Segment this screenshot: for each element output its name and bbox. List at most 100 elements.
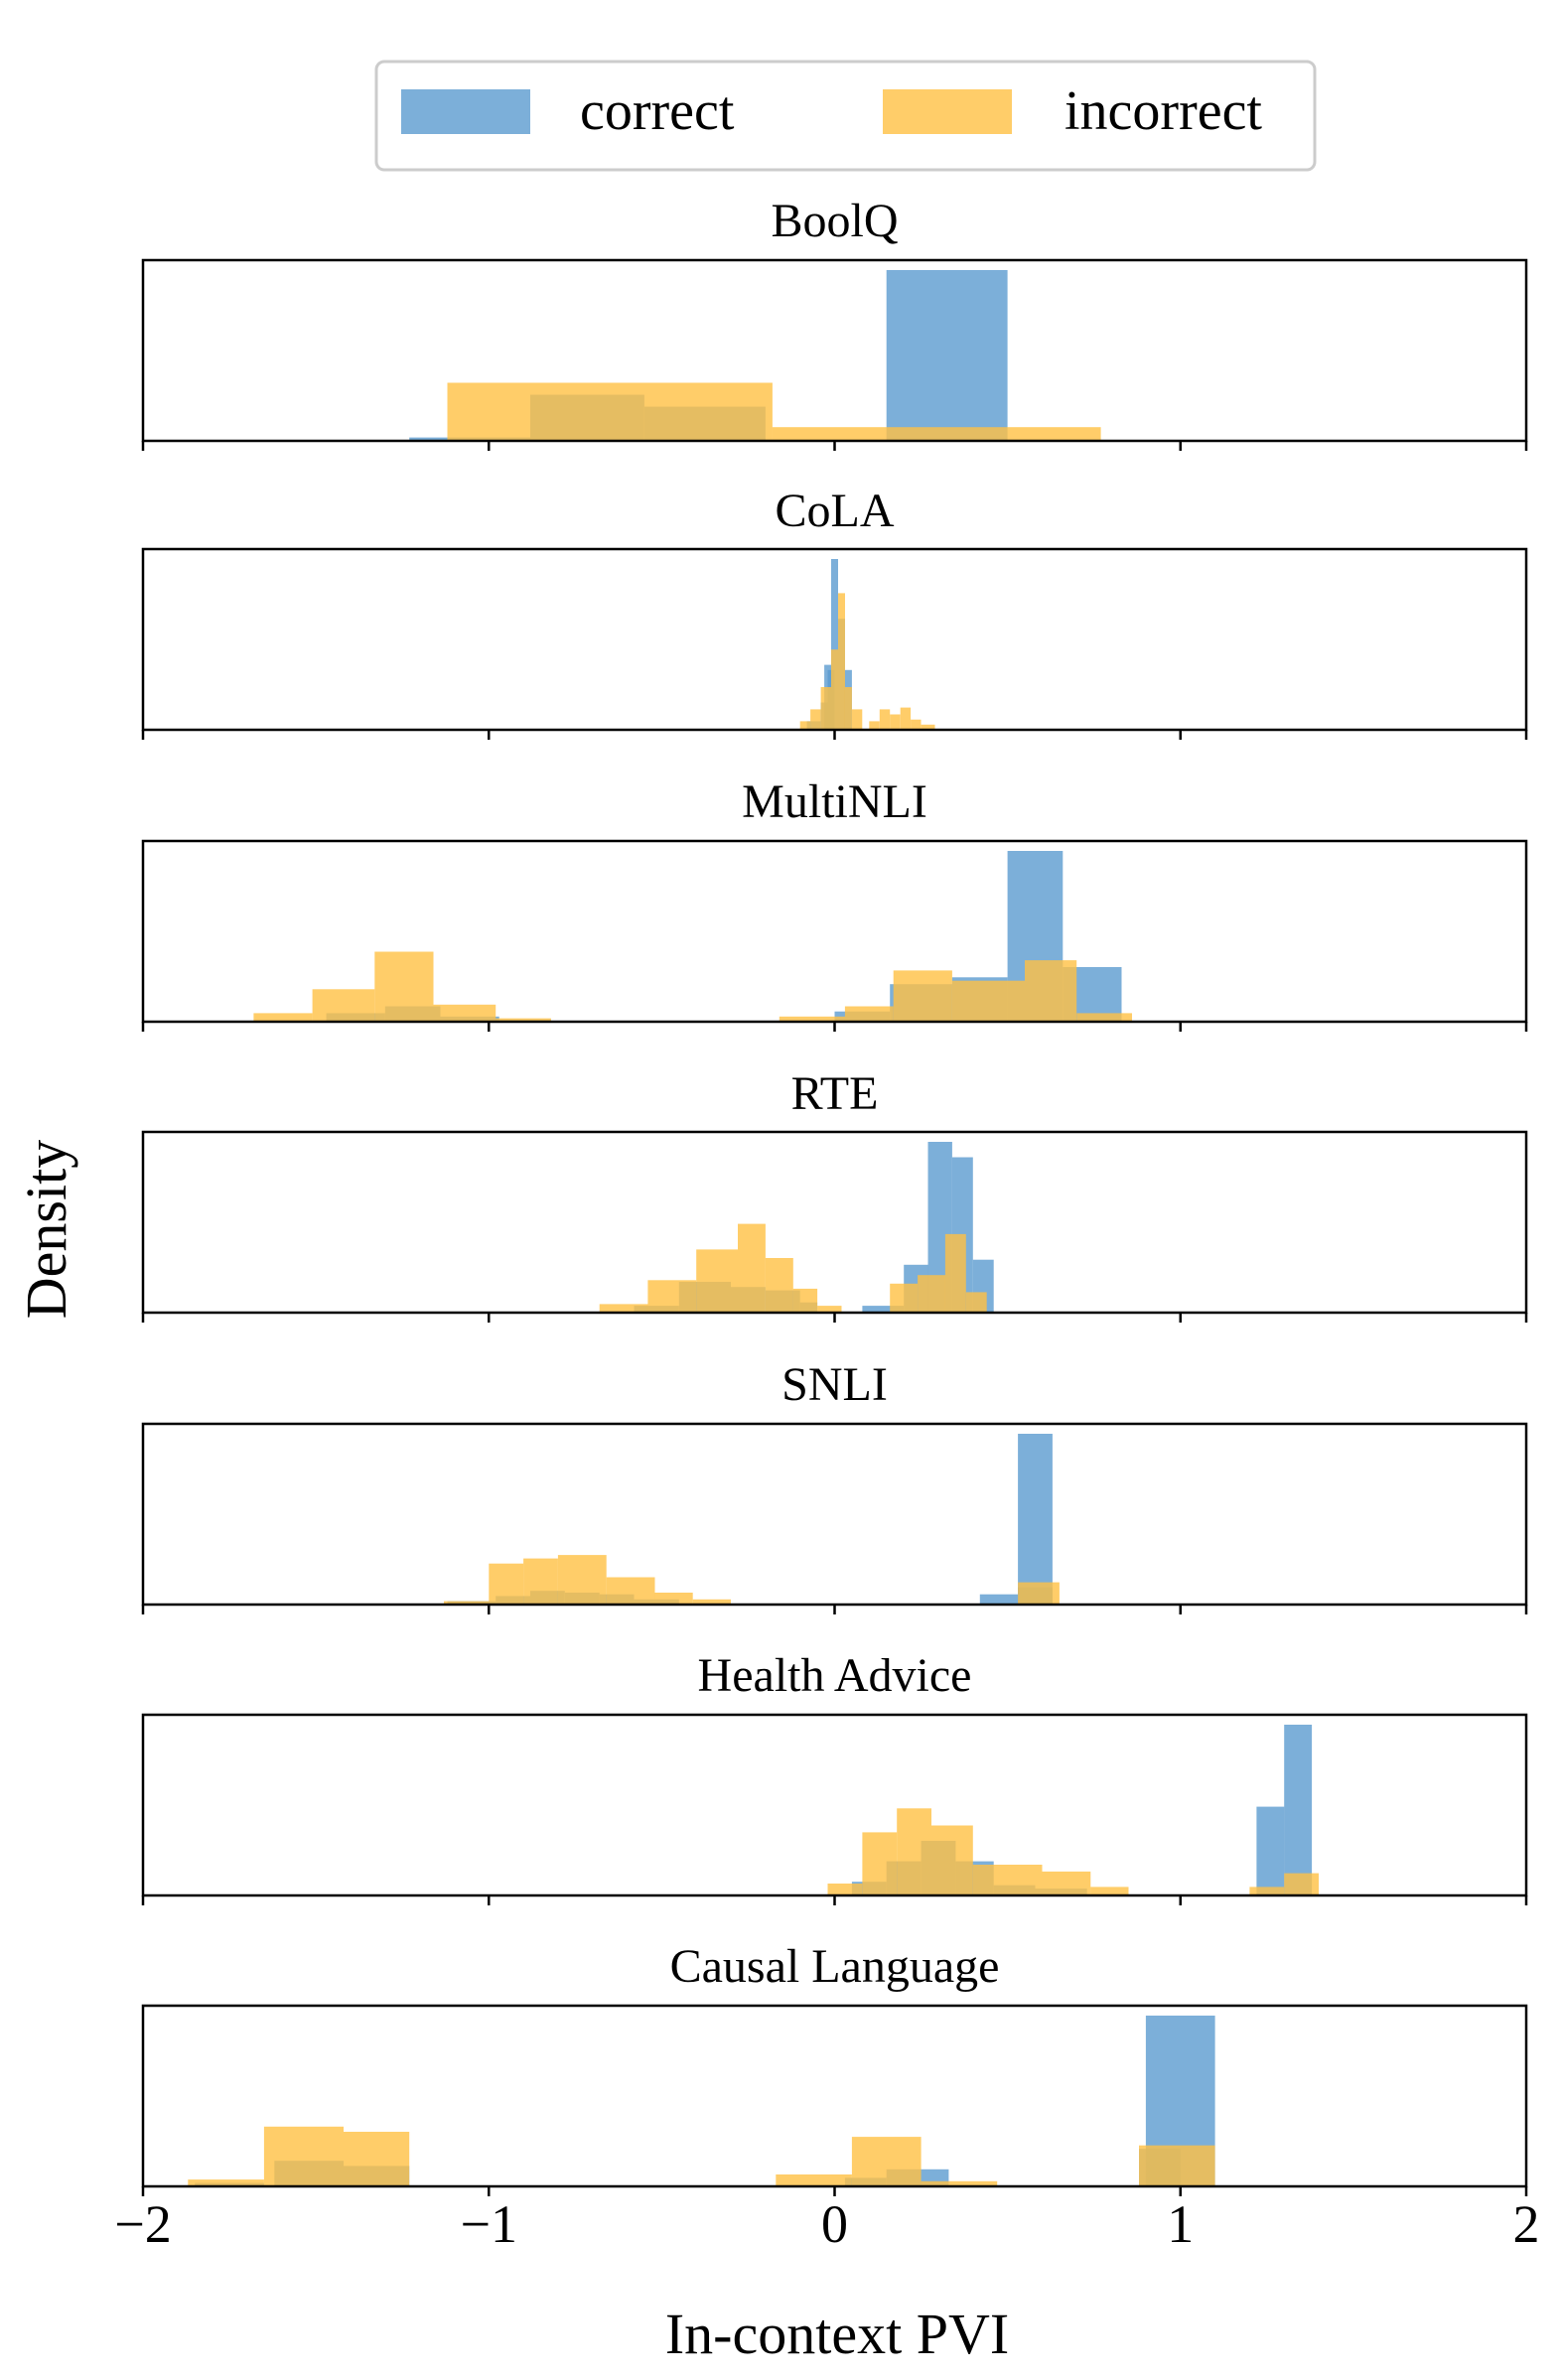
bar-incorrect [312, 989, 375, 1022]
bar-incorrect [344, 2132, 410, 2186]
bar-incorrect [647, 1280, 697, 1313]
panel-title: BoolQ [771, 195, 898, 247]
bar-incorrect [831, 649, 838, 730]
bar-incorrect [951, 980, 1025, 1022]
legend: correct incorrect [374, 60, 1317, 172]
bar-incorrect [897, 1808, 931, 1895]
bar-incorrect [921, 724, 935, 730]
bar-incorrect [1139, 2145, 1215, 2186]
bar-incorrect [890, 714, 901, 730]
panel-boolq: BoolQ [141, 195, 1528, 451]
bar-incorrect [599, 1304, 648, 1313]
bar-correct [979, 1594, 1019, 1605]
bar-incorrect [820, 687, 831, 730]
bar-correct [862, 1306, 905, 1313]
bar-incorrect [772, 427, 1101, 441]
bar-incorrect [851, 709, 863, 730]
legend-label-incorrect: incorrect [1064, 80, 1262, 142]
bar-incorrect [1018, 1582, 1060, 1605]
bar-incorrect [944, 1233, 966, 1313]
bar-incorrect [1025, 960, 1077, 1022]
bar-correct [1284, 1725, 1313, 1895]
bar-incorrect [606, 1577, 655, 1605]
bar-incorrect [253, 1013, 313, 1022]
panel-causal-language: Causal Language [141, 1940, 1528, 2196]
bar-incorrect [557, 1555, 607, 1605]
panel-snli: SNLI [141, 1358, 1528, 1614]
bar-incorrect [1284, 1873, 1319, 1895]
bar-incorrect [851, 2137, 922, 2186]
legend-swatch-incorrect [883, 89, 1012, 134]
bar-incorrect [890, 1283, 919, 1313]
bar-incorrect [447, 382, 773, 441]
panel-title: CoLA [776, 485, 895, 537]
bar-correct [886, 270, 1008, 441]
x-tick-label: 1 [1167, 2194, 1194, 2254]
bar-incorrect [921, 2180, 998, 2186]
bar-incorrect [931, 1825, 973, 1895]
bar-incorrect [765, 1258, 793, 1313]
bar-incorrect [489, 1563, 524, 1605]
bar-incorrect [844, 687, 852, 730]
bar-incorrect [263, 2126, 344, 2186]
legend-swatch-correct [401, 89, 530, 134]
panel-rte: RTE [141, 1067, 1528, 1323]
panel-frame [141, 258, 1528, 443]
panels: BoolQ CoLA MultiNLI RTE SNLI Health Advice Cau… [141, 195, 1528, 2196]
panel-cola: CoLA [141, 485, 1528, 740]
bar-incorrect [779, 1016, 845, 1022]
panel-frame [141, 1422, 1528, 1607]
bar-incorrect [879, 709, 891, 730]
legend-box [374, 60, 1317, 172]
legend-label-correct: correct [580, 80, 735, 142]
panel-title: MultiNLI [742, 775, 927, 828]
bar-incorrect [893, 970, 952, 1022]
panel-title: RTE [791, 1067, 879, 1120]
x-axis-label: In-context PVI [665, 2302, 1009, 2366]
bar-incorrect [817, 1306, 842, 1313]
bar-incorrect [911, 719, 922, 730]
x-tick-labels: −2 −1 0 1 2 [114, 2194, 1539, 2254]
bar-incorrect [692, 1599, 731, 1605]
bar-incorrect [799, 721, 811, 730]
x-tick-label: 0 [821, 2194, 848, 2254]
bar-incorrect [1042, 1871, 1091, 1895]
bar-correct [1018, 1434, 1053, 1605]
bar-correct [1256, 1806, 1285, 1895]
x-tick-label: −2 [114, 2194, 171, 2254]
bar-incorrect [900, 707, 912, 730]
panel-multinli: MultiNLI [141, 775, 1528, 1032]
bar-incorrect [838, 593, 845, 730]
bar-incorrect [433, 1004, 497, 1022]
bar-incorrect [810, 709, 821, 730]
x-tick-label: 2 [1513, 2194, 1540, 2254]
panel-title: SNLI [781, 1358, 888, 1411]
bar-incorrect [188, 2179, 264, 2186]
bar-incorrect [862, 1832, 898, 1895]
panel-health-advice: Health Advice [141, 1649, 1528, 1905]
bar-incorrect [869, 721, 880, 730]
x-tick-label: −1 [461, 2194, 517, 2254]
bar-incorrect [1090, 1887, 1129, 1895]
panel-title: Health Advice [698, 1649, 972, 1702]
bar-correct [831, 559, 838, 730]
y-axis-label: Density [14, 1140, 78, 1319]
bar-incorrect [776, 2174, 852, 2186]
bar-incorrect [374, 951, 434, 1022]
bar-incorrect [654, 1593, 693, 1605]
bar-incorrect [827, 1884, 863, 1895]
bar-incorrect [523, 1558, 558, 1605]
panel-title: Causal Language [670, 1940, 1000, 1993]
bar-incorrect [972, 1865, 1043, 1895]
bar-incorrect [696, 1249, 738, 1313]
bar-incorrect [738, 1223, 766, 1313]
bar-incorrect [496, 1018, 551, 1022]
bar-incorrect [792, 1288, 818, 1313]
panel-frame [141, 1713, 1528, 1897]
bar-incorrect [844, 1006, 894, 1022]
bar-incorrect [965, 1292, 987, 1313]
bar-incorrect [1076, 1013, 1132, 1022]
bar-incorrect [1249, 1887, 1285, 1895]
bar-incorrect [444, 1601, 490, 1605]
